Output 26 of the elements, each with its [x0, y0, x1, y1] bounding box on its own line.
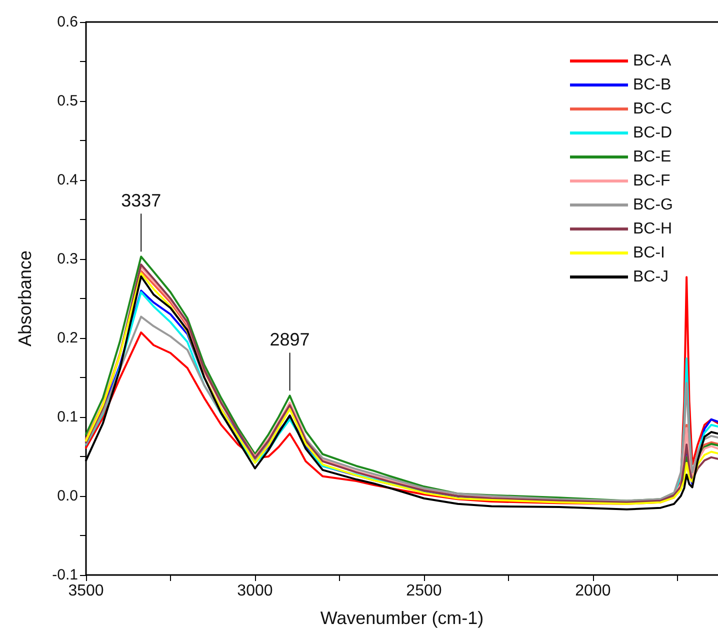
y-axis-title: Absorbance: [15, 250, 35, 347]
annotation: 2897: [270, 330, 310, 350]
annotation: 3337: [121, 190, 162, 211]
y-tick-label: 0.0: [57, 488, 78, 504]
x-tick-label: 3000: [237, 582, 273, 600]
legend-label: BC-E: [633, 148, 672, 166]
legend-label: BC-F: [633, 172, 671, 190]
y-tick-label: 0.5: [57, 92, 78, 110]
y-tick-label: 0.4: [57, 172, 78, 188]
legend-label: BC-C: [633, 100, 672, 118]
legend-label: BC-G: [633, 196, 673, 214]
y-tick-label: 0.2: [57, 330, 78, 346]
legend-label: BC-B: [633, 76, 672, 94]
legend-label: BC-D: [633, 124, 672, 142]
x-tick-label: 2000: [575, 582, 611, 600]
legend-label: BC-H: [633, 220, 672, 238]
legend-label: BC-I: [633, 244, 665, 262]
y-tick-label: 0.3: [57, 250, 78, 268]
x-axis-title: Wavenumber (cm-1): [320, 608, 484, 628]
x-tick-label: 2500: [406, 582, 442, 600]
y-tick-label: -0.1: [52, 566, 78, 584]
x-tick-label: 3500: [68, 582, 104, 600]
legend-label: BC-J: [633, 268, 669, 286]
y-tick-label: 0.6: [57, 14, 78, 30]
legend-label: BC-A: [633, 52, 672, 70]
y-tick-label: 0.1: [57, 408, 78, 426]
